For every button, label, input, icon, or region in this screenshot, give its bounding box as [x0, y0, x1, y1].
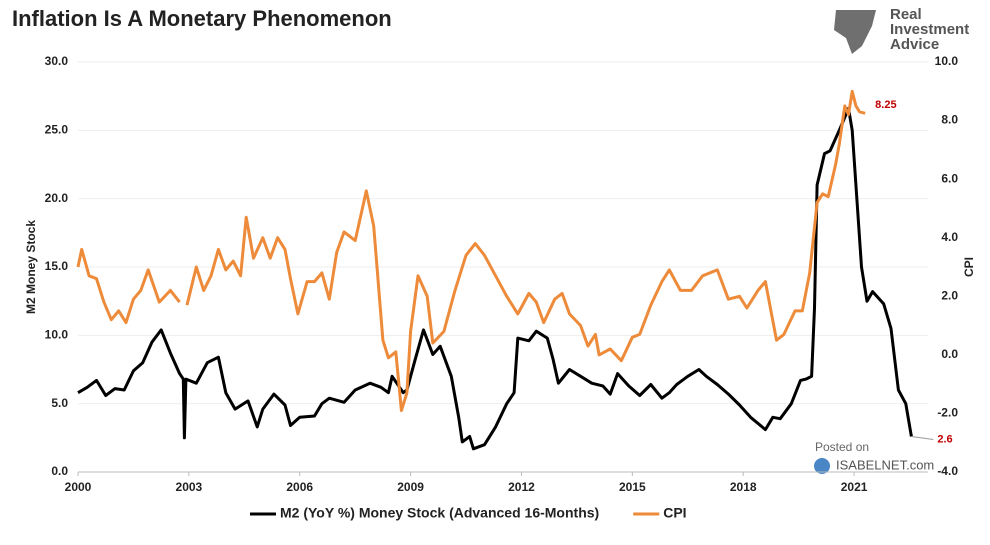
y-tick-label: 25.0 — [45, 123, 69, 137]
y2-tick-label: 8.0 — [941, 113, 958, 127]
watermark: ISABELNET.com — [836, 457, 934, 472]
y2-tick-label: -4.0 — [937, 464, 958, 478]
series-line — [77, 107, 913, 451]
y-tick-label: 10.0 — [45, 328, 69, 342]
y2-tick-label: -2.0 — [937, 406, 958, 420]
annotation: 2.6 — [937, 433, 952, 445]
y-tick-label: 5.0 — [51, 396, 68, 410]
brand-text: Advice — [890, 36, 939, 53]
x-tick-label: 2000 — [65, 480, 92, 494]
series-line — [76, 89, 866, 412]
legend-label: CPI — [663, 505, 686, 521]
x-tick-label: 2015 — [619, 480, 646, 494]
x-tick-label: 2012 — [508, 480, 535, 494]
watermark: Posted on — [815, 440, 869, 454]
y2-tick-label: 4.0 — [941, 230, 958, 244]
legend-label: M2 (YoY %) Money Stock (Advanced 16-Mont… — [280, 505, 599, 521]
y2-tick-label: 6.0 — [941, 171, 958, 185]
watermark-icon — [814, 458, 830, 474]
y2-tick-label: 10.0 — [935, 54, 959, 68]
chart-title: Inflation Is A Monetary Phenomenon — [12, 6, 392, 31]
brand-text: Investment — [890, 21, 969, 38]
x-tick-label: 2009 — [397, 480, 424, 494]
y-tick-label: 15.0 — [45, 259, 69, 273]
annotation: 8.25 — [875, 99, 896, 111]
brand-text: Real — [890, 6, 922, 23]
x-tick-label: 2003 — [176, 480, 203, 494]
x-tick-label: 2021 — [841, 480, 868, 494]
y2-tick-label: 2.0 — [941, 288, 958, 302]
x-tick-label: 2018 — [730, 480, 757, 494]
annotation-leader — [911, 435, 934, 440]
x-tick-label: 2006 — [286, 480, 313, 494]
y-tick-label: 30.0 — [45, 54, 69, 68]
y2-axis-title: CPI — [962, 257, 976, 277]
y-axis-title: M2 Money Stock — [24, 220, 38, 314]
logo: Real Investment Advice — [834, 6, 969, 54]
y-tick-label: 20.0 — [45, 191, 69, 205]
logo-mark — [834, 10, 876, 54]
y2-tick-label: 0.0 — [941, 347, 958, 361]
y-tick-label: 0.0 — [51, 464, 68, 478]
